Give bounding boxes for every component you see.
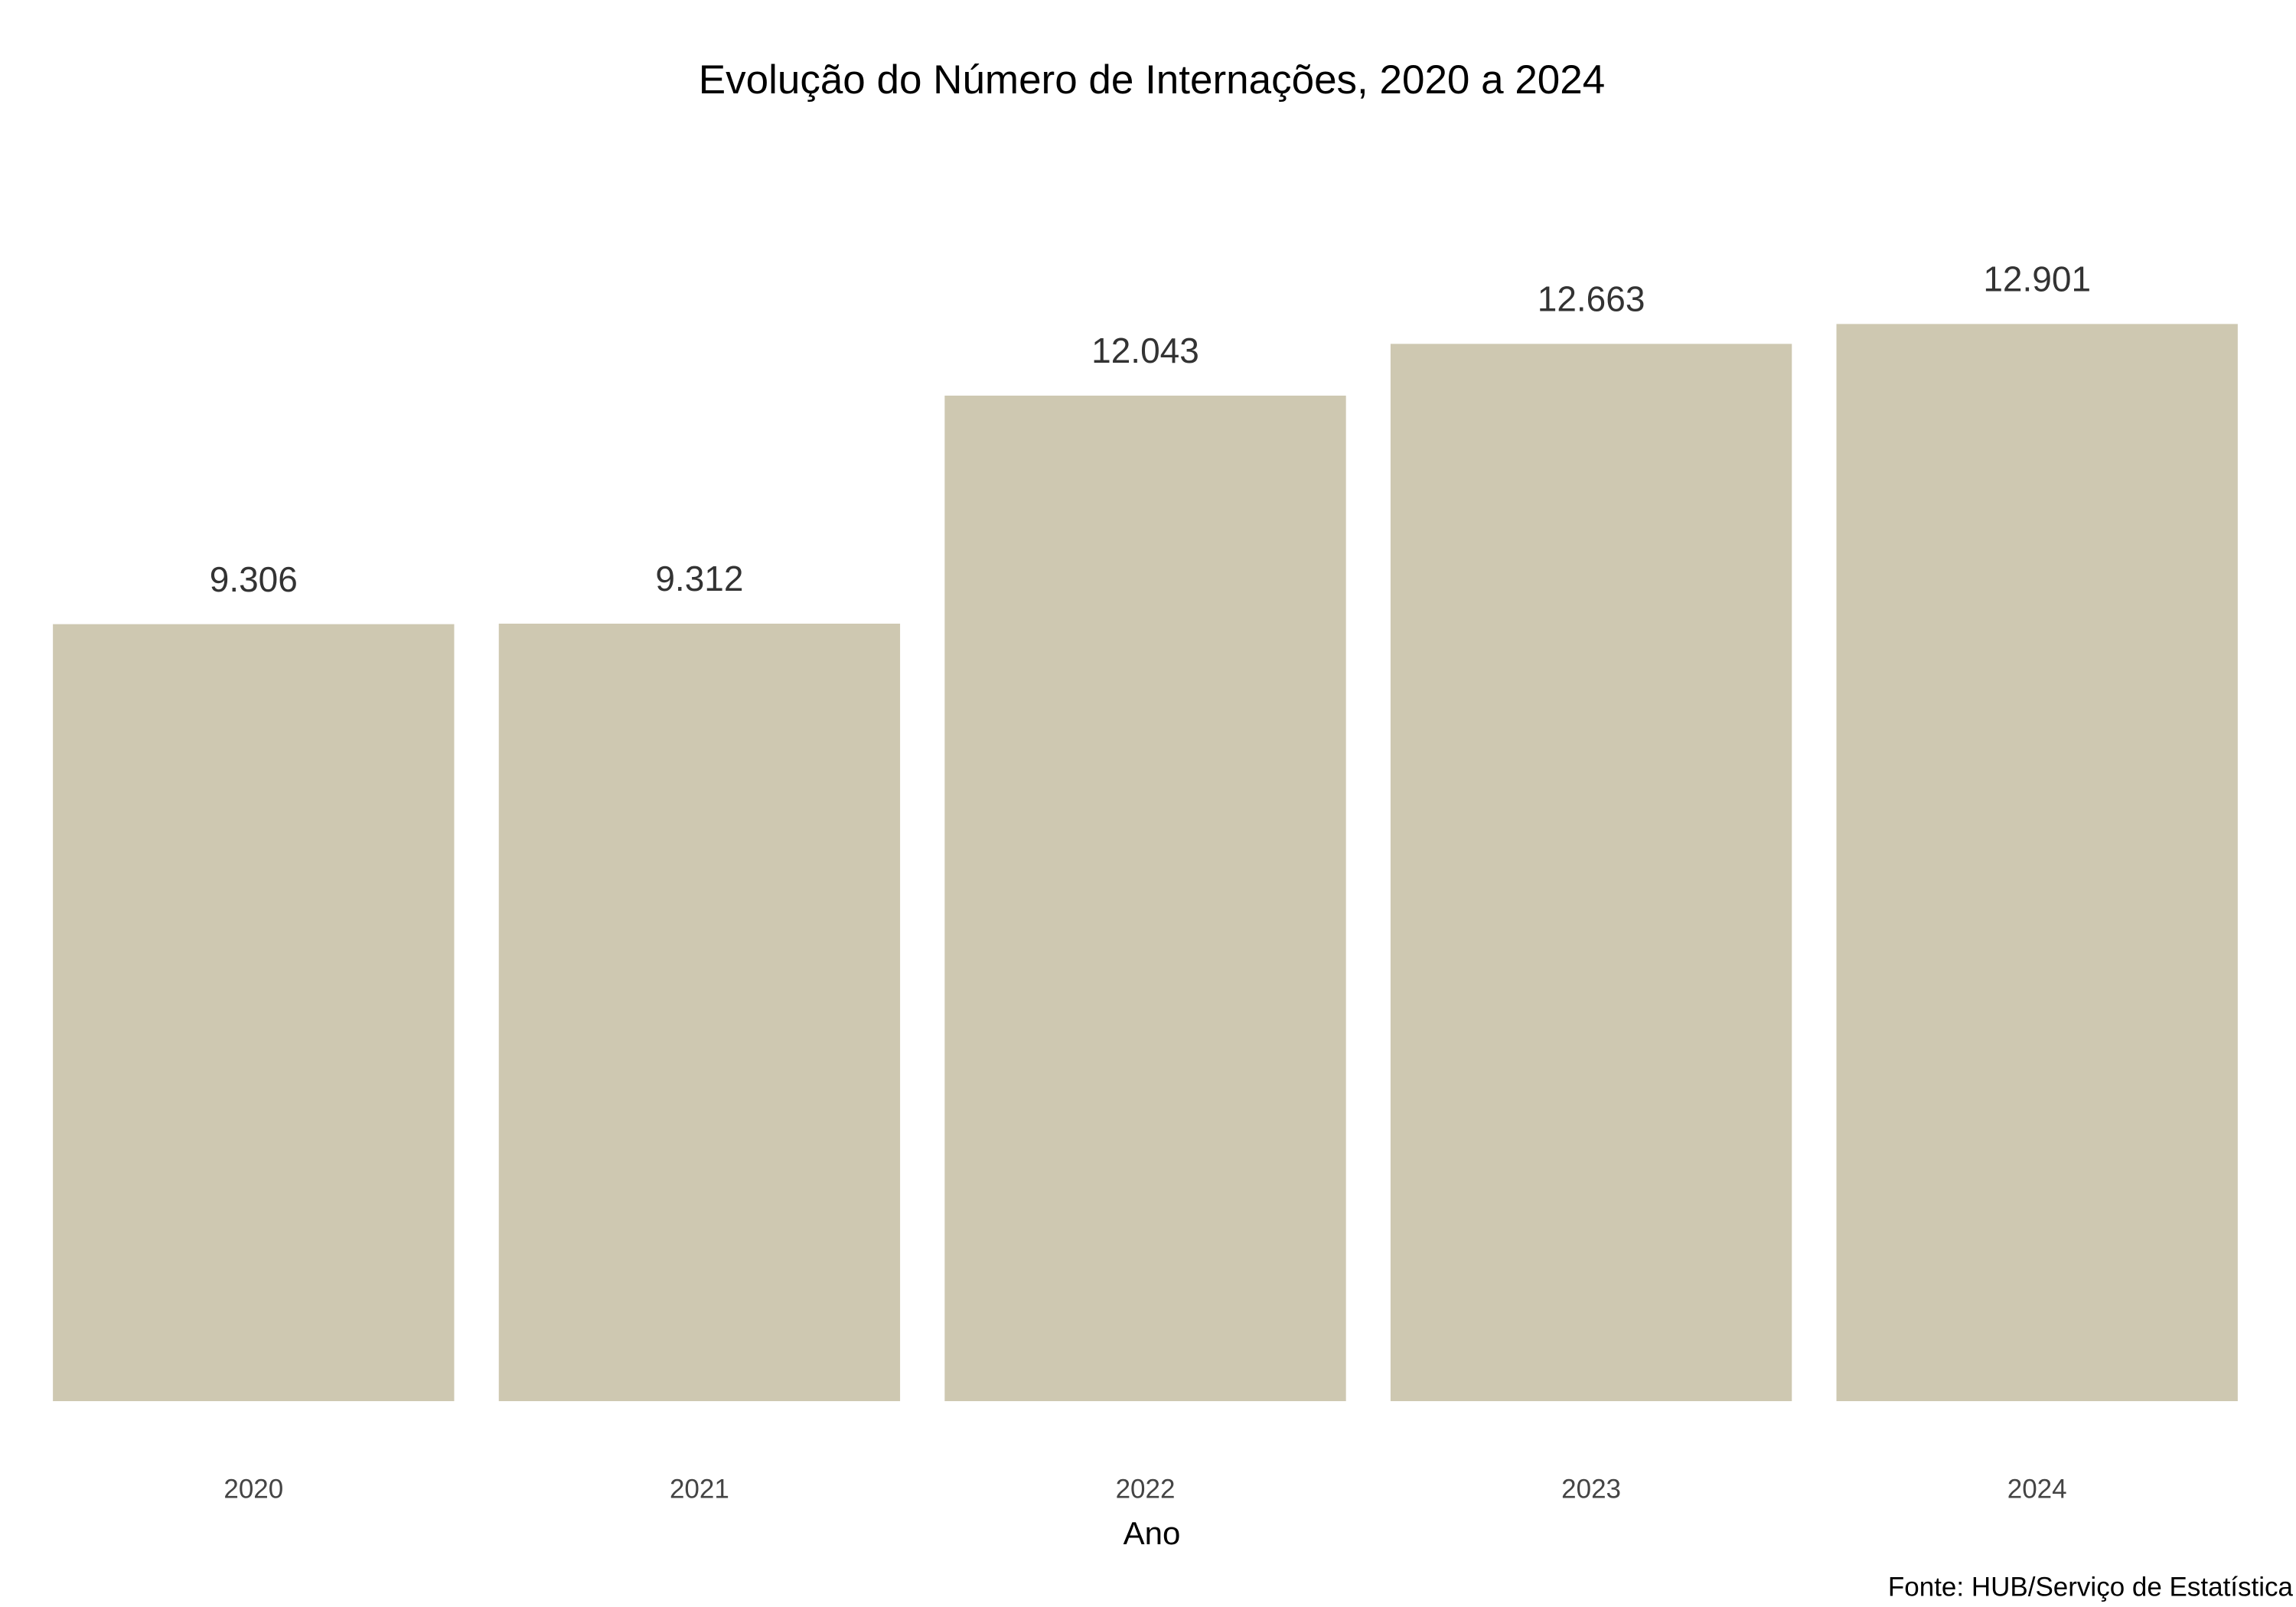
value-label: 12.901 — [1983, 259, 2091, 299]
chart-title: Evolução do Número de Internações, 2020 … — [699, 57, 1605, 103]
value-label: 12.663 — [1538, 279, 1645, 319]
bar — [1390, 344, 1792, 1401]
bar — [944, 395, 1346, 1401]
bar — [498, 623, 901, 1401]
value-label: 9.306 — [210, 559, 298, 599]
source-note: Fonte: HUB/Serviço de Estatística — [1888, 1572, 2294, 1602]
x-tick-label: 2020 — [223, 1474, 283, 1504]
x-tick-label: 2022 — [1116, 1474, 1176, 1504]
x-axis-title: Ano — [1124, 1515, 1181, 1551]
x-tick-label: 2023 — [1561, 1474, 1621, 1504]
value-label: 12.043 — [1091, 331, 1199, 370]
bar — [53, 624, 455, 1401]
value-label: 9.312 — [655, 559, 743, 598]
x-tick-label: 2021 — [670, 1474, 729, 1504]
bar — [1836, 324, 2238, 1401]
x-tick-label: 2024 — [2007, 1474, 2067, 1504]
